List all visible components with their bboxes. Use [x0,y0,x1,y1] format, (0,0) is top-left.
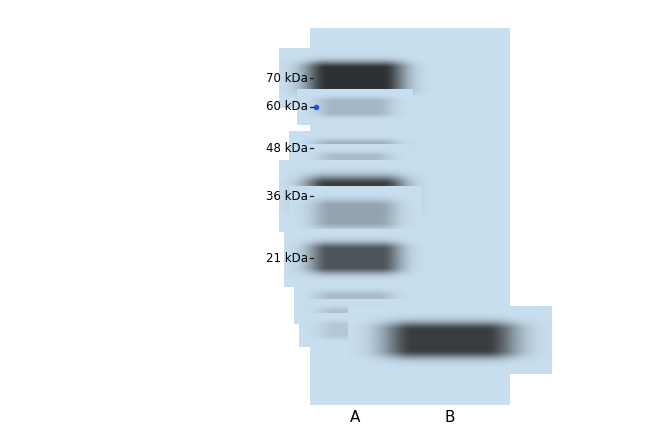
Bar [310,28,510,405]
Text: 36 kDa: 36 kDa [266,190,308,203]
Text: 70 kDa: 70 kDa [266,71,308,84]
Text: 60 kDa: 60 kDa [266,100,308,113]
Text: 21 kDa: 21 kDa [266,252,308,265]
Text: B: B [445,410,455,426]
Text: 48 kDa: 48 kDa [266,142,308,155]
Text: A: A [350,410,360,426]
